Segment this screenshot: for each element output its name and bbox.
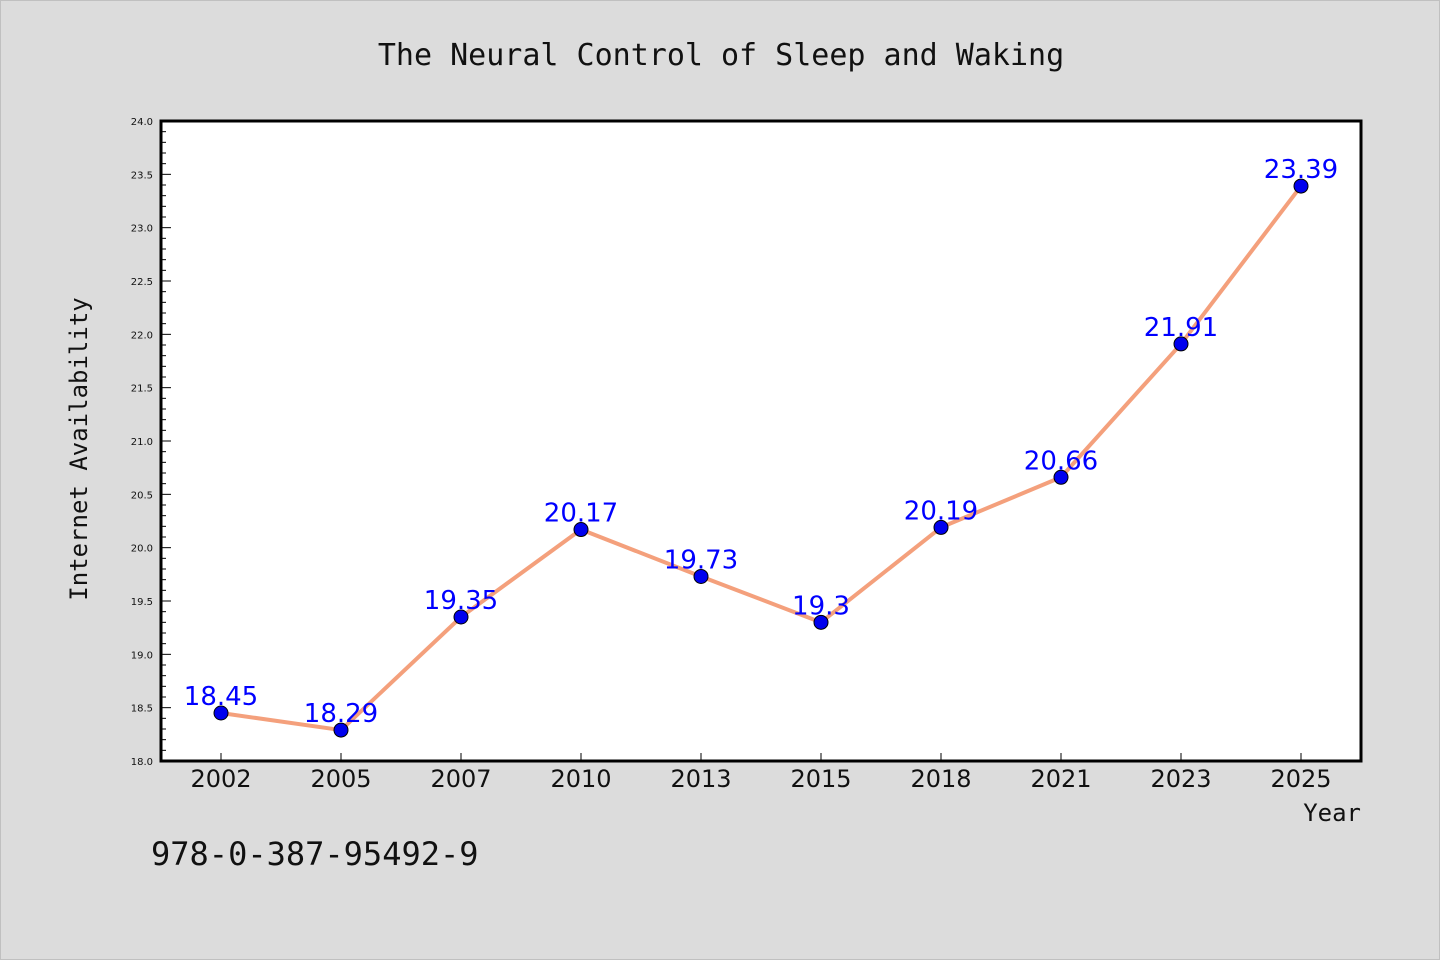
data-point [693, 568, 709, 584]
data-point [933, 519, 949, 535]
data-label: 20.17 [544, 499, 618, 529]
data-point [573, 522, 589, 538]
y-axis: 18.0 18.5 19.0 19.5 20.0 20.5 21.0 21.5 22.0 22.5… [131, 117, 171, 768]
x-tick-label: 2018 [910, 765, 971, 793]
y-tick-label: 21.5 [131, 384, 153, 395]
data-point [333, 722, 349, 738]
y-tick-label: 20.0 [131, 544, 153, 555]
x-tick-label: 2025 [1270, 765, 1331, 793]
y-tick-label: 22.0 [131, 330, 153, 341]
y-tick-label: 19.0 [131, 650, 153, 661]
data-label: 21.91 [1144, 313, 1218, 343]
isbn-footer: 978-0-387-95492-9 [151, 835, 479, 873]
data-point [813, 614, 829, 630]
x-tick-label: 2010 [550, 765, 611, 793]
x-tick-label: 2002 [190, 765, 251, 793]
x-tick-label: 2023 [1150, 765, 1211, 793]
x-axis-label: Year [1303, 799, 1361, 827]
plot-area [159, 119, 1363, 763]
data-label: 18.29 [304, 699, 378, 729]
y-tick-label: 24.0 [131, 117, 153, 128]
data-point [1173, 336, 1189, 352]
x-tick-label: 2007 [430, 765, 491, 793]
data-point [1293, 178, 1309, 194]
data-point [213, 705, 229, 721]
y-tick-label: 18.0 [131, 757, 153, 768]
y-tick-label: 23.5 [131, 170, 153, 181]
data-point [1053, 469, 1069, 485]
data-label: 19.35 [424, 586, 498, 616]
y-tick-label: 22.5 [131, 277, 153, 288]
y-axis-label: Internet Availability [65, 297, 93, 600]
points-layer [213, 178, 1309, 738]
chart-title: The Neural Control of Sleep and Waking [378, 38, 1064, 73]
series-layer [220, 184, 1303, 733]
data-label: 19.3 [792, 591, 850, 621]
y-tick-label: 19.5 [131, 597, 153, 608]
data-label: 18.45 [184, 682, 258, 712]
x-tick-label: 2021 [1030, 765, 1091, 793]
y-tick-label: 23.0 [131, 224, 153, 235]
x-tick-label: 2005 [310, 765, 371, 793]
y-tick-label: 20.5 [131, 490, 153, 501]
data-label: 19.73 [664, 545, 738, 575]
y-tick-label: 18.5 [131, 704, 153, 715]
x-tick-label: 2013 [670, 765, 731, 793]
series-line [220, 184, 1303, 733]
data-label: 20.66 [1024, 446, 1098, 476]
x-tick-label: 2015 [790, 765, 851, 793]
data-point [453, 609, 469, 625]
data-label: 20.19 [904, 496, 978, 526]
y-tick-label: 21.0 [131, 437, 153, 448]
data-labels-layer: 18.45 18.29 19.35 20.17 19.73 19.3 20.19 20.66 2… [184, 155, 1338, 729]
data-label: 23.39 [1264, 155, 1338, 185]
x-axis: 2002 2005 2007 2010 2013 2015 2018 2021 2023 2025 [190, 753, 1332, 793]
